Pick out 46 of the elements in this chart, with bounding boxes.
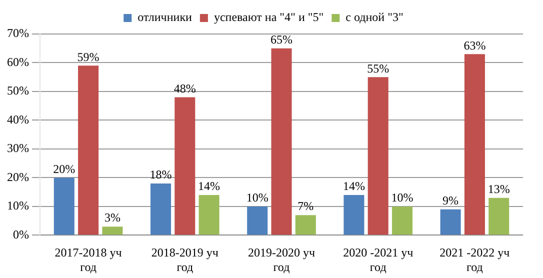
bar bbox=[464, 54, 485, 235]
bar bbox=[150, 183, 172, 235]
y-tick-label: 70% bbox=[6, 26, 29, 40]
y-tick-label: 60% bbox=[6, 54, 29, 69]
data-label: 3% bbox=[104, 210, 120, 225]
data-label: 13% bbox=[488, 182, 510, 196]
bar bbox=[247, 206, 268, 235]
y-tick-label: 30% bbox=[6, 141, 29, 156]
y-tick-label: 20% bbox=[6, 170, 29, 184]
legend-label: успевают на "4" и "5" bbox=[214, 10, 324, 24]
x-tick-label: 2017-2018 уч год bbox=[54, 246, 122, 274]
bar bbox=[102, 226, 123, 235]
data-label: 10% bbox=[246, 190, 268, 205]
data-label: 7% bbox=[298, 199, 314, 214]
legend-label: с одной "3" bbox=[346, 10, 404, 24]
bar bbox=[440, 209, 461, 235]
x-tick-label: 2018-2019 уч год bbox=[151, 246, 218, 274]
data-label: 14% bbox=[198, 179, 220, 194]
x-tick-label: 2020 -2021 уч год bbox=[343, 246, 414, 274]
bar bbox=[174, 97, 196, 235]
data-label: 63% bbox=[464, 38, 486, 52]
x-tick-label: 2021 -2022 уч год bbox=[440, 246, 510, 274]
data-label: 14% bbox=[342, 179, 365, 194]
bar bbox=[271, 48, 292, 235]
y-tick-label: 0% bbox=[12, 227, 29, 242]
legend-label: отличники bbox=[138, 10, 193, 24]
bar bbox=[78, 66, 99, 235]
bar bbox=[344, 194, 364, 235]
bar bbox=[368, 77, 388, 235]
bar bbox=[54, 178, 74, 235]
data-label: 9% bbox=[442, 193, 459, 208]
data-label: 65% bbox=[270, 32, 292, 47]
data-label: 18% bbox=[150, 168, 172, 182]
data-label: 55% bbox=[367, 61, 390, 76]
y-tick-label: 40% bbox=[6, 112, 29, 126]
data-label: 20% bbox=[53, 162, 76, 176]
bar bbox=[198, 194, 220, 235]
data-label: 48% bbox=[174, 81, 196, 96]
y-tick-label: 10% bbox=[6, 198, 29, 213]
data-label: 59% bbox=[77, 50, 100, 64]
bar bbox=[488, 198, 510, 235]
y-tick-label: 50% bbox=[6, 84, 29, 98]
x-tick-label: 2019-2020 уч год bbox=[248, 246, 316, 274]
bar bbox=[295, 215, 316, 235]
data-label: 10% bbox=[391, 190, 414, 205]
bar bbox=[392, 206, 413, 235]
